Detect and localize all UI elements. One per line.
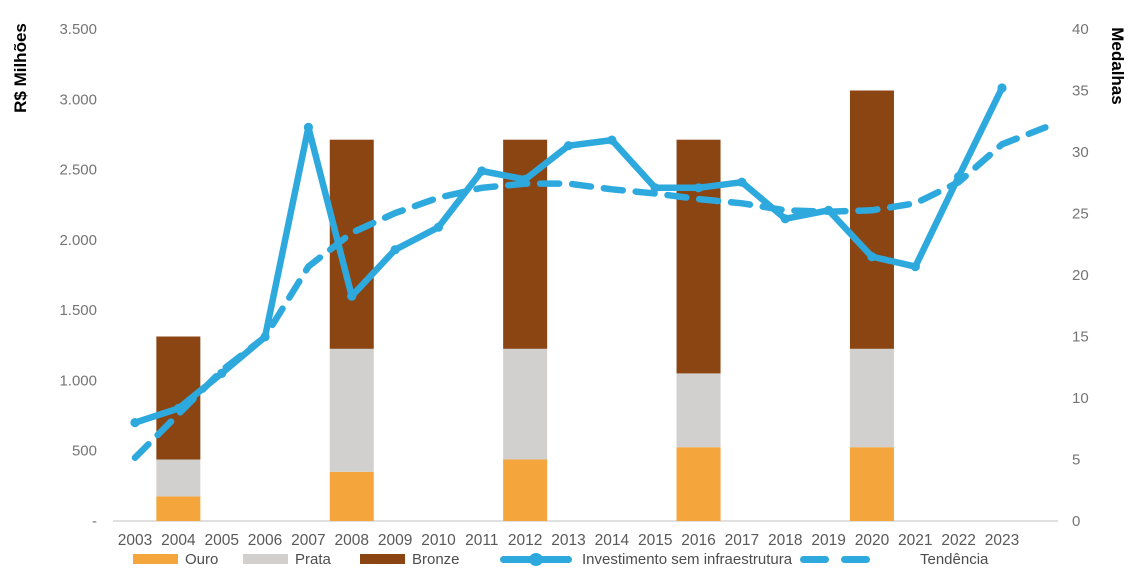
right-axis-tick-label: 35 — [1072, 83, 1089, 100]
right-axis-tick-label: 5 — [1072, 452, 1080, 469]
bar-segment-prata-2004 — [156, 459, 201, 497]
x-axis-tick-label: 2013 — [551, 532, 585, 549]
x-axis-tick-label: 2023 — [985, 532, 1019, 549]
prata-swatch-icon — [243, 554, 288, 564]
right-axis-title: Medalhas — [1108, 27, 1127, 105]
x-axis-tick-label: 2014 — [595, 532, 630, 549]
right-axis-tick-label: 10 — [1072, 390, 1089, 407]
x-axis-tick-label: 2003 — [118, 532, 152, 549]
investment-line-marker — [997, 83, 1007, 93]
x-axis-tick-label: 2021 — [898, 532, 932, 549]
right-axis-tick-label: 30 — [1072, 144, 1089, 161]
right-axis-tick-label: 15 — [1072, 329, 1089, 346]
investment-line-marker — [563, 141, 574, 151]
bar-segment-ouro-2016 — [676, 447, 721, 521]
legend-item-investimento: Investimento sem infraestrutura — [500, 549, 792, 569]
left-axis-tick-label: 500 — [72, 443, 97, 460]
investment-line-marker — [433, 222, 444, 232]
left-axis-tick-label: 3.500 — [59, 21, 97, 38]
bar-segment-ouro-2020 — [849, 447, 894, 521]
trend-dash-swatch-icon — [800, 555, 870, 563]
bar-segment-prata-2008 — [329, 348, 374, 472]
investment-line-swatch-icon — [500, 552, 572, 566]
right-axis-tick-label: 25 — [1072, 206, 1089, 223]
investment-line-marker — [780, 214, 790, 224]
bar-segment-ouro-2008 — [329, 471, 374, 521]
legend-item-bronze: Bronze — [360, 549, 460, 569]
ouro-swatch-icon — [133, 554, 178, 564]
left-axis-tick-label: 1.000 — [59, 372, 97, 389]
x-axis-tick-label: 2008 — [335, 532, 369, 549]
x-axis-tick-label: 2010 — [421, 532, 456, 549]
right-axis-tick-label: 40 — [1072, 21, 1089, 38]
bar-segment-ouro-2012 — [503, 459, 548, 521]
legend-label-investimento: Investimento sem infraestrutura — [582, 550, 793, 568]
left-axis-title: R$ Milhões — [11, 23, 30, 113]
left-axis-tick-label: - — [92, 513, 97, 530]
marker-dot-icon — [529, 552, 543, 566]
x-axis-tick-label: 2004 — [161, 532, 196, 549]
left-axis-tick-label: 2.000 — [59, 232, 97, 249]
left-axis-tick-label: 2.500 — [59, 162, 97, 179]
left-axis-tick-label: 1.500 — [59, 302, 97, 319]
x-axis-tick-label: 2018 — [768, 532, 802, 549]
bar-segment-prata-2016 — [676, 373, 721, 448]
investment-line-marker — [607, 135, 617, 145]
legend-label-ouro: Ouro — [185, 550, 219, 568]
investment-line-marker — [303, 122, 313, 132]
x-axis-tick-label: 2015 — [638, 532, 672, 549]
right-axis-tick-label: 0 — [1072, 513, 1080, 530]
investment-line-marker — [390, 245, 400, 255]
investment-line-marker — [867, 252, 877, 262]
right-axis-tick-label: 20 — [1072, 267, 1089, 284]
legend-item-ouro: Ouro — [133, 549, 218, 569]
investment-line-marker — [737, 177, 747, 187]
legend-label-tendencia: Tendência — [920, 550, 989, 568]
x-axis-tick-label: 2011 — [465, 532, 498, 549]
investment-line-marker — [130, 418, 140, 428]
trend-line — [131, 124, 1049, 461]
x-axis-tick-label: 2009 — [378, 532, 412, 549]
left-axis-tick-label: 3.000 — [59, 91, 97, 108]
investment-line-marker — [910, 262, 920, 272]
x-axis-tick-label: 2019 — [811, 532, 845, 549]
x-axis-tick-label: 2007 — [291, 532, 325, 549]
investment-line-marker — [217, 368, 227, 378]
x-axis-tick-label: 2016 — [681, 532, 715, 549]
legend-label-prata: Prata — [295, 550, 331, 568]
bar-segment-ouro-2004 — [156, 496, 201, 521]
x-axis-tick-label: 2022 — [941, 532, 975, 549]
legend-item-tendencia: Tendência — [800, 549, 988, 569]
x-axis-tick-label: 2017 — [725, 532, 759, 549]
legend-item-prata: Prata — [243, 549, 331, 569]
x-axis-tick-label: 2012 — [508, 532, 542, 549]
bar-segment-bronze-2016 — [676, 139, 721, 374]
chart-legend: Ouro Prata Bronze Investimento sem infra… — [0, 549, 1140, 571]
investment-line-marker — [347, 291, 357, 301]
x-axis-tick-label: 2005 — [204, 532, 238, 549]
bar-segment-bronze-2020 — [849, 90, 894, 349]
bar-segment-prata-2020 — [849, 348, 894, 448]
investment-line-marker — [477, 166, 487, 176]
bar-segment-prata-2012 — [503, 348, 548, 460]
bronze-swatch-icon — [360, 554, 405, 564]
investment-line-marker — [693, 183, 704, 193]
x-axis-tick-label: 2020 — [855, 532, 890, 549]
x-axis-tick-label: 2006 — [248, 532, 282, 549]
legend-label-bronze: Bronze — [412, 550, 460, 568]
